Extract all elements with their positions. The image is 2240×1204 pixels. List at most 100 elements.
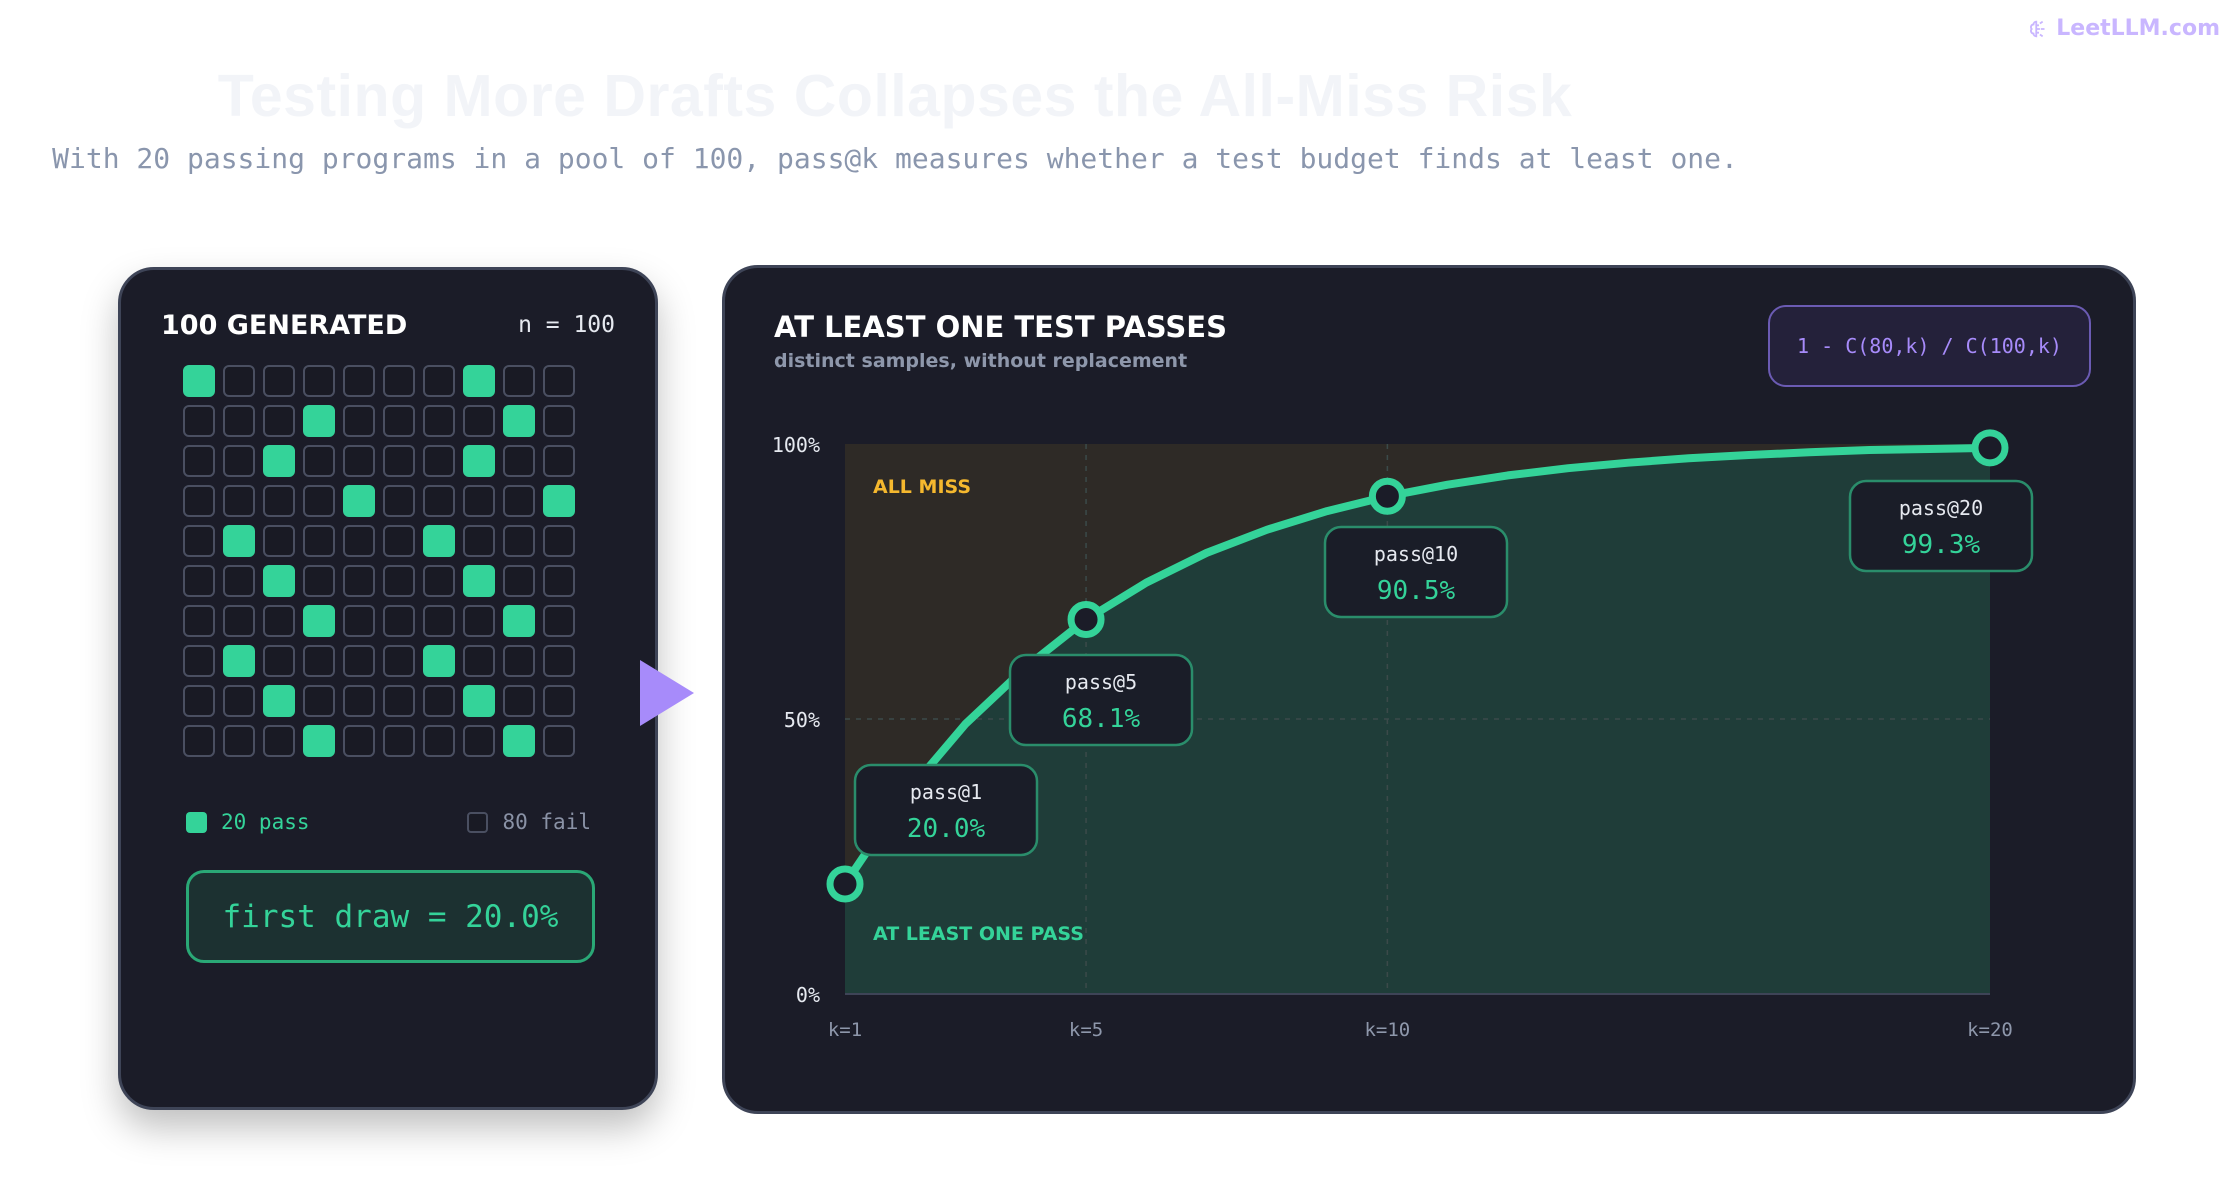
pass-at-k-panel: AT LEAST ONE TEST PASSES distinct sample… [722,265,2136,1114]
sample-cell-fail [543,685,575,717]
all-miss-label: ALL MISS [873,476,971,498]
sample-cell-pass [503,605,535,637]
sample-cell-fail [383,565,415,597]
sample-cell-fail [463,725,495,757]
sample-cell-fail [303,685,335,717]
sample-cell-fail [263,605,295,637]
sample-cell-fail [543,725,575,757]
sample-cell-pass [303,405,335,437]
sample-cell-fail [223,725,255,757]
sample-cell-pass [543,485,575,517]
sample-cell-fail [303,565,335,597]
sample-cell-fail [223,565,255,597]
annotation-value: 90.5% [1377,576,1456,606]
chart-subtitle: distinct samples, without replacement [774,350,1188,372]
legend-pass-label: 20 pass [221,810,310,834]
sample-cell-fail [183,565,215,597]
brain-icon [2030,20,2045,37]
sample-cell-pass [343,485,375,517]
sample-cell-fail [223,485,255,517]
x-tick-label: k=1 [828,1019,862,1041]
page-title: Testing More Drafts Collapses the All-Mi… [217,63,1573,129]
sample-cell-fail [503,365,535,397]
annotation-label: pass@20 [1899,496,1983,520]
sample-cell-fail [543,365,575,397]
annotation-label: pass@5 [1065,670,1137,694]
sample-cell-fail [423,565,455,597]
annotation-box [1323,525,1509,619]
sample-cell-fail [303,445,335,477]
sample-cell-fail [503,525,535,557]
sample-cell-fail [343,405,375,437]
page-subtitle: With 20 passing programs in a pool of 10… [52,142,1738,175]
sample-cell-fail [383,485,415,517]
sample-cell-fail [303,485,335,517]
sample-cell-fail [463,405,495,437]
sample-cell-pass [223,645,255,677]
data-point [1368,477,1406,515]
annotation-box [853,763,1039,857]
sample-cell-fail [463,485,495,517]
sample-cell-fail [423,685,455,717]
sample-cell-pass [223,525,255,557]
sample-cell-fail [383,365,415,397]
sample-cell-fail [183,685,215,717]
sample-cell-pass [503,725,535,757]
sample-cell-pass [423,645,455,677]
sample-cell-fail [543,405,575,437]
x-tick-label: k=5 [1069,1019,1103,1041]
sample-cell-fail [543,565,575,597]
sample-cell-fail [343,685,375,717]
annotation-value: 99.3% [1902,530,1981,560]
sample-cell-fail [223,685,255,717]
at-least-one-pass-area [845,447,1990,994]
sample-cell-fail [383,725,415,757]
sample-cell-fail [183,525,215,557]
sample-cell-pass [263,565,295,597]
sample-cell-fail [423,485,455,517]
legend-fail-label: 80 fail [502,810,591,834]
sample-cell-fail [263,725,295,757]
pass-swatch [186,811,207,833]
sample-cell-fail [343,605,375,637]
sample-cell-fail [183,405,215,437]
sample-cell-fail [503,645,535,677]
sample-cell-fail [263,365,295,397]
sample-cell-fail [183,445,215,477]
x-tick-label: k=10 [1364,1019,1410,1041]
sample-grid [183,365,575,757]
sample-cell-fail [543,525,575,557]
sample-cell-fail [343,445,375,477]
pass-at-k-chart: 0% 50% 100% k=1 k=5 k=10 k=20 ALL MISS AT LEAST … [772,429,2034,1041]
sample-cell-fail [463,525,495,557]
sample-cell-fail [543,645,575,677]
sample-cell-fail [303,525,335,557]
sample-cell-fail [383,405,415,437]
sample-cell-pass [463,365,495,397]
annotation-value: 20.0% [907,814,986,844]
sample-cell-fail [223,445,255,477]
sample-cell-fail [543,605,575,637]
sample-cell-fail [303,365,335,397]
sample-cell-fail [343,725,375,757]
sample-cell-fail [383,645,415,677]
pool-title: 100 GENERATED [161,310,408,341]
legend-pass: 20 pass [186,810,310,834]
sample-cell-pass [503,405,535,437]
sample-cell-fail [543,445,575,477]
sample-cell-fail [383,445,415,477]
x-tick-label: k=20 [1967,1019,2013,1041]
annotation-value: 68.1% [1062,704,1141,734]
sample-cell-fail [343,525,375,557]
brand-logo[interactable]: LeetLLM.com [2028,16,2220,41]
sample-cell-fail [263,485,295,517]
y-tick-label: 100% [772,433,820,457]
sample-cell-pass [263,685,295,717]
sample-cell-fail [263,645,295,677]
sample-cell-fail [423,445,455,477]
flow-arrow-icon [640,660,694,726]
sample-cell-fail [423,365,455,397]
annotation-label: pass@1 [910,780,982,804]
brand-name: LeetLLM.com [2056,16,2220,41]
y-tick-label: 0% [796,983,820,1007]
